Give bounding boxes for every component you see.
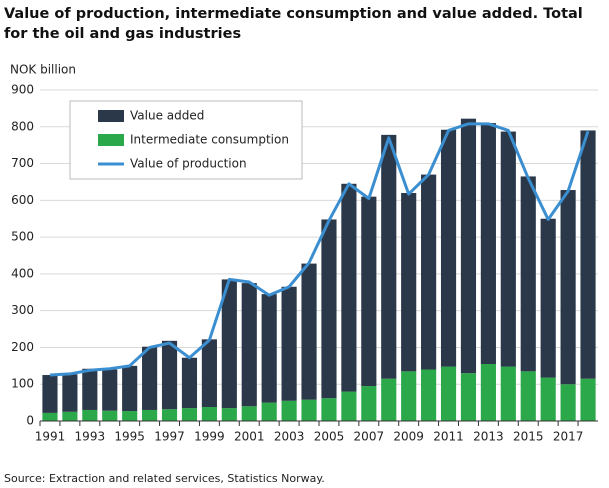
bar-segment <box>241 406 257 421</box>
bar-segment <box>460 373 477 421</box>
legend-swatch <box>98 110 124 122</box>
bars <box>42 118 596 421</box>
x-tick-label: 1993 <box>75 430 106 444</box>
bar-segment <box>421 174 437 370</box>
bar-segment <box>540 218 556 378</box>
bar-segment <box>122 365 138 412</box>
x-tick-label: 2017 <box>553 430 584 444</box>
x-tick-label: 2011 <box>433 430 464 444</box>
x-tick-label: 2001 <box>234 430 265 444</box>
bar-segment <box>301 263 317 400</box>
x-tick-label: 2005 <box>314 430 345 444</box>
y-tick-label: 800 <box>11 119 34 133</box>
y-tick-label: 300 <box>11 303 34 317</box>
x-tick-label: 2009 <box>393 430 424 444</box>
bar-segment <box>42 375 58 413</box>
legend-label: Value of production <box>130 157 247 171</box>
bar-segment <box>341 183 357 392</box>
bar-segment <box>102 410 118 421</box>
bar-segment <box>421 369 437 421</box>
bar-segment <box>460 118 477 374</box>
x-tick-label: 2003 <box>274 430 305 444</box>
bar-segment <box>221 408 237 421</box>
bar-segment <box>301 399 317 421</box>
legend-label: Intermediate consumption <box>130 133 289 147</box>
bar-segment <box>580 378 596 421</box>
bar-segment <box>181 357 198 409</box>
bar-segment <box>42 412 58 421</box>
bar-segment <box>540 377 556 421</box>
y-tick-label: 500 <box>11 230 34 244</box>
bar-segment <box>520 371 536 421</box>
bar-segment <box>500 366 516 421</box>
x-tick-label: 1997 <box>154 430 185 444</box>
bar-segment <box>321 398 337 421</box>
bar-segment <box>480 363 496 421</box>
y-tick-label: 0 <box>26 414 34 428</box>
x-tick-label: 1991 <box>35 430 66 444</box>
bar-segment <box>201 407 217 421</box>
bar-segment <box>361 196 377 387</box>
bar-segment <box>560 190 576 385</box>
bar-segment <box>321 219 337 399</box>
bar-segment <box>161 409 178 421</box>
x-tick-label: 1995 <box>114 430 145 444</box>
bar-segment <box>161 340 178 410</box>
bar-segment <box>142 409 158 421</box>
bar-segment <box>281 400 297 421</box>
x-tick-label: 2015 <box>513 430 544 444</box>
bar-segment <box>221 279 237 409</box>
bar-segment <box>82 409 98 421</box>
bar-segment <box>381 134 397 379</box>
bar-segment <box>401 192 417 372</box>
legend-swatch <box>98 134 124 146</box>
y-tick-label: 400 <box>11 266 34 280</box>
bar-segment <box>381 378 397 421</box>
bar-segment <box>281 286 297 401</box>
bar-segment <box>361 386 377 421</box>
y-axis-label: NOK billion <box>10 63 76 77</box>
y-tick-label: 700 <box>11 156 34 170</box>
y-tick-label: 100 <box>11 377 34 391</box>
bar-segment <box>401 371 417 421</box>
y-tick-label: 200 <box>11 340 34 354</box>
bar-segment <box>261 402 277 421</box>
bar-segment <box>102 369 118 411</box>
y-tick-label: 900 <box>11 83 34 97</box>
bar-segment <box>201 339 217 408</box>
bar-segment <box>480 123 496 364</box>
bar-segment <box>241 283 257 407</box>
bar-segment <box>261 294 277 403</box>
bar-segment <box>122 411 138 421</box>
chart-title: Value of production, intermediate consum… <box>4 6 583 42</box>
bar-segment <box>560 384 576 421</box>
bar-segment <box>142 346 158 410</box>
bar-segment <box>440 129 457 367</box>
source: Source: Extraction and related services,… <box>4 472 325 485</box>
y-tick-label: 600 <box>11 193 34 207</box>
x-tick-label: 2013 <box>473 430 504 444</box>
bar-segment <box>62 411 78 421</box>
bar-segment <box>82 368 98 410</box>
bar-segment <box>341 391 357 421</box>
line <box>49 122 590 377</box>
bar-segment <box>62 374 78 412</box>
bar-segment <box>440 366 457 421</box>
bar-segment <box>500 131 516 367</box>
x-tick-label: 2007 <box>354 430 385 444</box>
bar-segment <box>520 176 536 372</box>
x-tick-label: 1999 <box>194 430 225 444</box>
legend-label: Value added <box>130 109 204 123</box>
bar-segment <box>580 130 596 379</box>
bar-segment <box>181 408 198 421</box>
